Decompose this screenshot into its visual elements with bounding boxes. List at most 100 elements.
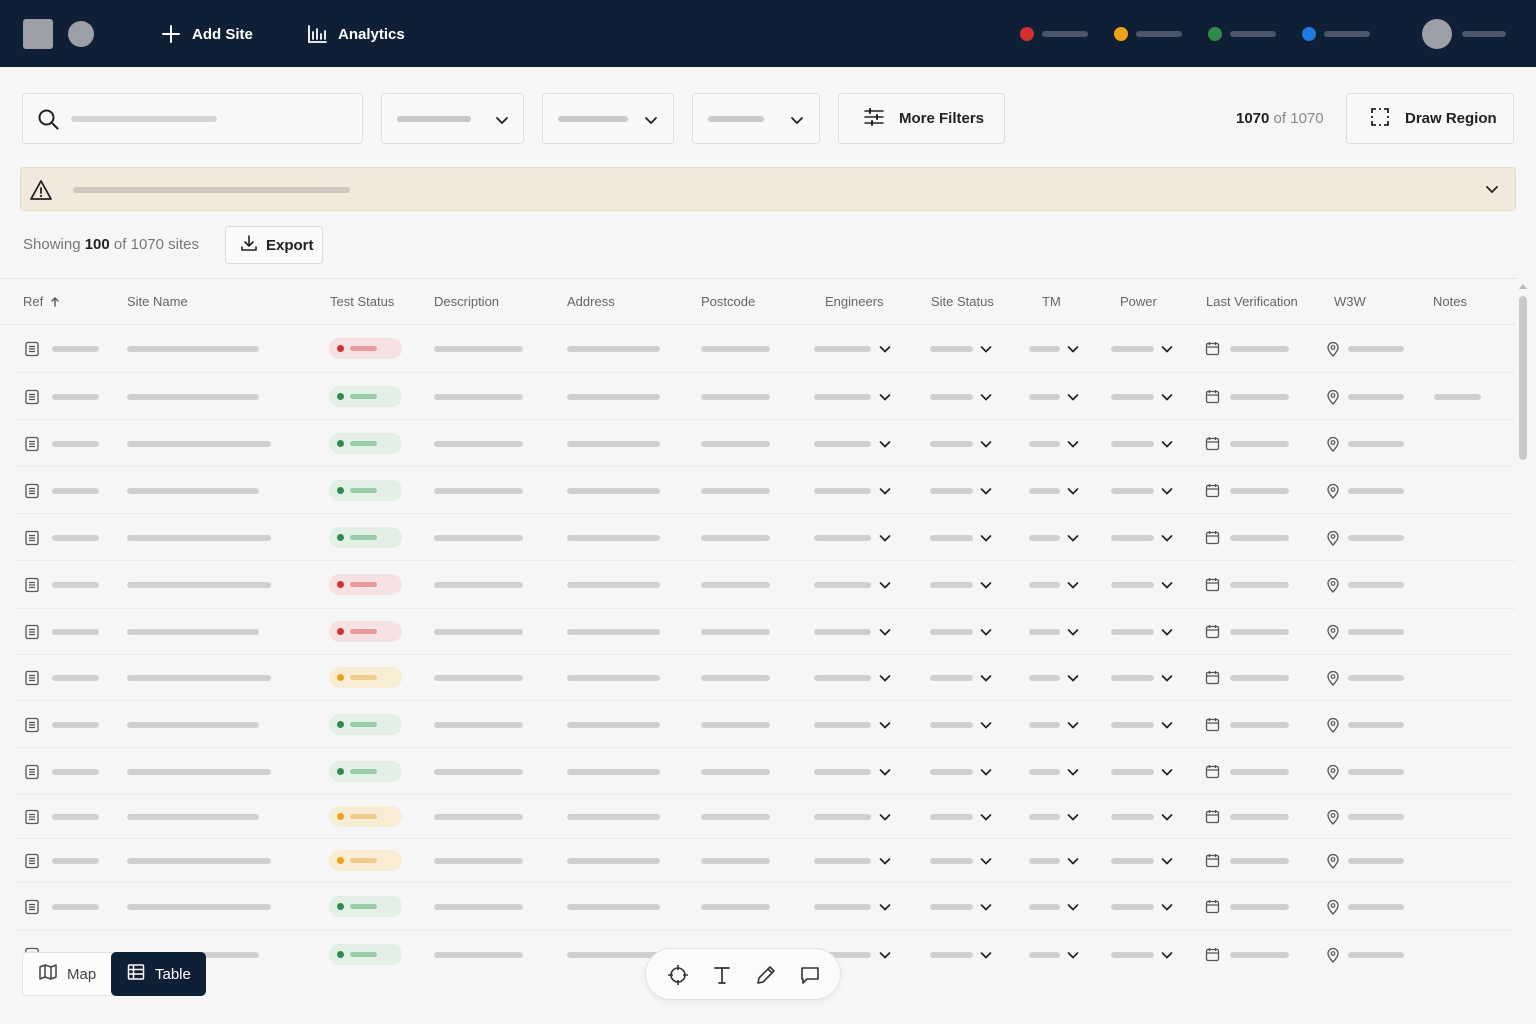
column-header-ref[interactable]: Ref [23,294,61,309]
column-header-test-status[interactable]: Test Status [330,294,394,309]
add-site-button[interactable]: Add Site [160,18,253,50]
tm-dropdown[interactable] [1029,947,1082,963]
site-status-dropdown[interactable] [930,670,995,686]
column-header-description[interactable]: Description [434,294,499,309]
site-status-dropdown[interactable] [930,853,995,869]
tm-dropdown[interactable] [1029,670,1082,686]
column-header-site-name[interactable]: Site Name [127,294,188,309]
engineers-dropdown[interactable] [814,899,894,915]
column-header-notes[interactable]: Notes [1433,294,1467,309]
location-pin-icon[interactable] [1326,670,1340,691]
calendar-icon[interactable] [1205,899,1220,919]
engineers-dropdown[interactable] [814,717,894,733]
calendar-icon[interactable] [1205,809,1220,829]
tm-dropdown[interactable] [1029,717,1082,733]
location-pin-icon[interactable] [1326,947,1340,968]
crosshair-icon[interactable] [666,963,690,987]
avatar[interactable] [1422,19,1452,49]
tm-dropdown[interactable] [1029,853,1082,869]
legend-item-blue[interactable] [1302,27,1370,41]
site-status-dropdown[interactable] [930,947,995,963]
power-dropdown[interactable] [1111,389,1176,405]
legend-item-amber[interactable] [1114,27,1182,41]
power-dropdown[interactable] [1111,899,1176,915]
document-icon[interactable] [24,624,40,645]
document-icon[interactable] [24,853,40,874]
site-status-dropdown[interactable] [930,624,995,640]
power-dropdown[interactable] [1111,624,1176,640]
power-dropdown[interactable] [1111,853,1176,869]
engineers-dropdown[interactable] [814,483,894,499]
tm-dropdown[interactable] [1029,577,1082,593]
calendar-icon[interactable] [1205,483,1220,503]
app-logo[interactable] [23,19,53,49]
column-header-tm[interactable]: TM [1042,294,1061,309]
calendar-icon[interactable] [1205,853,1220,873]
calendar-icon[interactable] [1205,764,1220,784]
warning-banner[interactable] [20,167,1516,211]
calendar-icon[interactable] [1205,670,1220,690]
table-scrollbar[interactable] [1517,283,1529,1007]
document-icon[interactable] [24,670,40,691]
location-pin-icon[interactable] [1326,436,1340,457]
location-pin-icon[interactable] [1326,853,1340,874]
engineers-dropdown[interactable] [814,530,894,546]
document-icon[interactable] [24,899,40,920]
calendar-icon[interactable] [1205,436,1220,456]
analytics-button[interactable]: Analytics [306,18,405,50]
power-dropdown[interactable] [1111,947,1176,963]
location-pin-icon[interactable] [1326,341,1340,362]
location-pin-icon[interactable] [1326,809,1340,830]
engineers-dropdown[interactable] [814,389,894,405]
document-icon[interactable] [24,577,40,598]
document-icon[interactable] [24,809,40,830]
power-dropdown[interactable] [1111,809,1176,825]
table-view-button[interactable]: Table [111,952,206,996]
engineers-dropdown[interactable] [814,809,894,825]
site-status-dropdown[interactable] [930,764,995,780]
site-status-dropdown[interactable] [930,899,995,915]
document-icon[interactable] [24,717,40,738]
calendar-icon[interactable] [1205,947,1220,967]
calendar-icon[interactable] [1205,341,1220,361]
column-header-w3w[interactable]: W3W [1334,294,1366,309]
table-row[interactable] [15,420,1516,467]
column-header-engineers[interactable]: Engineers [825,294,884,309]
table-row[interactable] [15,701,1516,748]
document-icon[interactable] [24,389,40,410]
tm-dropdown[interactable] [1029,624,1082,640]
engineers-dropdown[interactable] [814,670,894,686]
chevron-down-icon[interactable] [1484,181,1500,202]
table-row[interactable] [15,561,1516,609]
tm-dropdown[interactable] [1029,436,1082,452]
column-header-site-status[interactable]: Site Status [931,294,994,309]
tm-dropdown[interactable] [1029,809,1082,825]
tm-dropdown[interactable] [1029,389,1082,405]
document-icon[interactable] [24,530,40,551]
draw-region-button[interactable]: Draw Region [1346,93,1514,144]
table-row[interactable] [15,748,1516,795]
table-row[interactable] [15,883,1516,931]
map-view-button[interactable]: Map [23,953,111,995]
engineers-dropdown[interactable] [814,947,894,963]
tm-dropdown[interactable] [1029,341,1082,357]
site-status-dropdown[interactable] [930,483,995,499]
user-name-placeholder[interactable] [1462,31,1506,37]
table-row[interactable] [15,467,1516,514]
filter-dropdown-1[interactable] [381,93,524,144]
legend-item-red[interactable] [1020,27,1088,41]
calendar-icon[interactable] [1205,389,1220,409]
location-pin-icon[interactable] [1326,530,1340,551]
power-dropdown[interactable] [1111,341,1176,357]
comment-icon[interactable] [798,963,822,987]
table-row[interactable] [15,655,1516,701]
document-icon[interactable] [24,341,40,362]
table-row[interactable] [15,795,1516,839]
tm-dropdown[interactable] [1029,530,1082,546]
table-row[interactable] [15,373,1516,420]
power-dropdown[interactable] [1111,764,1176,780]
tm-dropdown[interactable] [1029,483,1082,499]
power-dropdown[interactable] [1111,717,1176,733]
engineers-dropdown[interactable] [814,577,894,593]
power-dropdown[interactable] [1111,577,1176,593]
